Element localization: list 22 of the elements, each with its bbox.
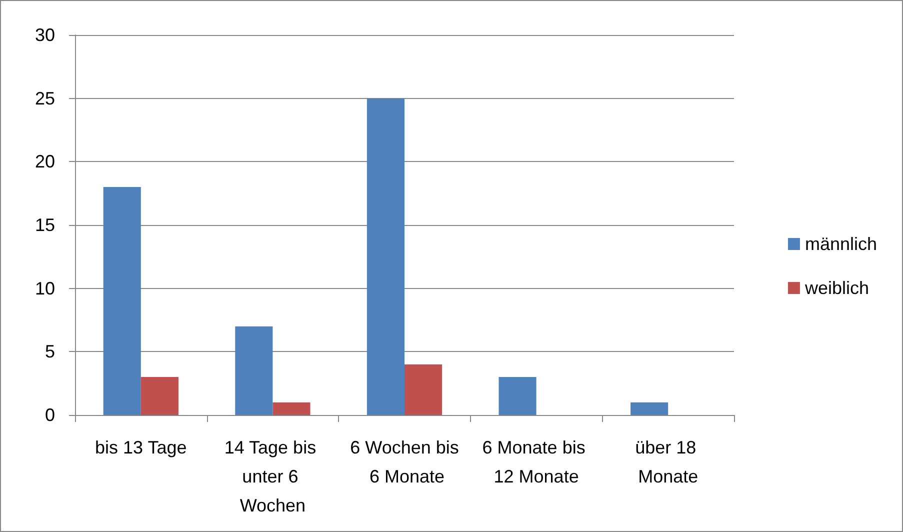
bar [630, 402, 668, 415]
y-tick-label: 15 [34, 215, 55, 235]
y-tick-label: 10 [34, 278, 55, 298]
y-tick-label: 25 [34, 88, 55, 108]
bar [404, 364, 442, 415]
bar [272, 402, 310, 415]
legend-label: männlich [804, 234, 878, 254]
x-tick-label: über 18 Monate [635, 438, 702, 486]
bar [366, 98, 404, 415]
bar [103, 187, 141, 415]
x-tick-label: bis 13 Tage [95, 438, 187, 458]
y-tick-label: 30 [34, 25, 55, 45]
y-tick-label: 0 [44, 405, 55, 425]
bar [140, 377, 178, 415]
bar [235, 326, 273, 415]
legend-label: weiblich [804, 278, 869, 298]
y-tick-label: 20 [34, 152, 55, 172]
bar [498, 377, 536, 415]
x-tick-label: 14 Tage bis unter 6 Wochen [224, 438, 322, 516]
y-tick-label: 5 [44, 342, 55, 362]
x-tick-label: 6 Monate bis 12 Monate [482, 438, 590, 486]
x-tick-label: 6 Wochen bis 6 Monate [350, 438, 459, 486]
